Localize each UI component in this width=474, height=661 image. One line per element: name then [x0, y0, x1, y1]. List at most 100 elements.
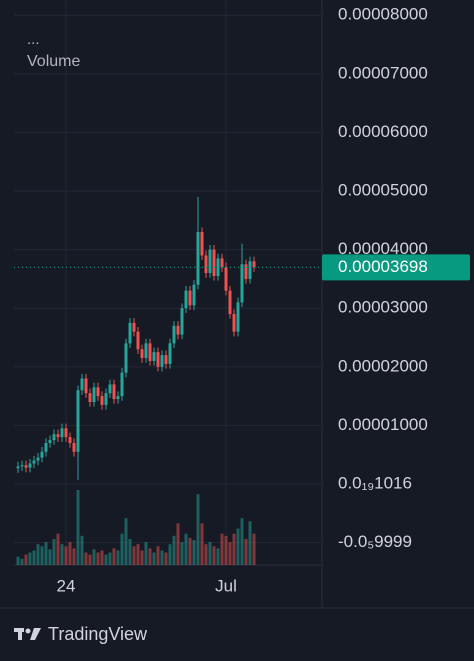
candle-body: [100, 396, 104, 405]
candle-body: [136, 331, 140, 350]
volume-label: Volume: [27, 53, 80, 70]
volume-bar: [40, 546, 44, 565]
volume-bar: [132, 546, 136, 565]
volume-bar: [44, 542, 48, 565]
candle-body: [112, 384, 116, 400]
candle-body: [176, 325, 180, 335]
candle-body: [144, 343, 148, 359]
candle-body: [16, 466, 20, 469]
candle-body: [240, 264, 244, 303]
volume-bar: [248, 521, 252, 565]
y-tick-label: 0.00007000: [338, 63, 428, 82]
candle-body: [120, 372, 124, 397]
volume-bar: [196, 494, 200, 565]
volume-bar: [28, 552, 32, 565]
volume-bar: [100, 550, 104, 565]
logo-part: [18, 628, 22, 640]
candle-body: [204, 255, 208, 274]
volume-bar: [220, 533, 224, 565]
volume-bar: [112, 548, 116, 565]
volume-bar: [228, 542, 232, 565]
candle-body: [164, 355, 168, 364]
last-price-label: 0.00003698: [338, 257, 428, 276]
volume-bar: [232, 533, 236, 565]
candle-body: [68, 437, 72, 443]
indicator-menu[interactable]: ...: [27, 31, 40, 48]
candle-body: [172, 325, 176, 344]
volume-bar: [128, 538, 132, 565]
volume-bar: [148, 548, 152, 565]
x-tick-label: Jul: [215, 576, 237, 595]
candle-body: [40, 451, 44, 458]
volume-bar: [184, 533, 188, 565]
candle-body: [248, 261, 252, 279]
candle-body: [160, 355, 164, 367]
volume-bar: [204, 544, 208, 565]
candle-body: [208, 249, 212, 274]
candle-body: [252, 261, 256, 268]
volume-bar: [152, 552, 156, 565]
candle-body: [200, 232, 204, 256]
volume-bar: [52, 538, 56, 565]
volume-bar: [84, 552, 88, 565]
candle-body: [140, 349, 144, 359]
volume-bar: [64, 546, 68, 565]
volume-bar: [108, 552, 112, 565]
candle-body: [88, 393, 92, 402]
volume-bar: [236, 528, 240, 565]
candle-body: [124, 343, 128, 373]
candle-body: [80, 378, 84, 391]
candle-body: [212, 249, 216, 276]
volume-bar: [88, 554, 92, 565]
candle-body: [196, 232, 200, 285]
volume-bar: [216, 548, 220, 565]
volume-bar: [36, 544, 40, 565]
candle-body: [20, 465, 24, 467]
y-tick-label: 0.00004000: [338, 239, 428, 258]
volume-bar: [16, 556, 20, 565]
candle-body: [184, 290, 188, 309]
candle-body: [156, 352, 160, 367]
brand-name: TradingView: [48, 624, 148, 644]
candle-body: [128, 322, 132, 344]
y-tick-label: 0.00003000: [338, 298, 428, 317]
candle-body: [132, 322, 136, 332]
y-tick-label: 0.0₁₉1016: [338, 474, 412, 493]
volume-bar: [252, 533, 256, 565]
volume-bar: [192, 540, 196, 565]
candle-body: [228, 290, 232, 315]
volume-bar: [60, 544, 64, 565]
y-tick-label: 0.00006000: [338, 122, 428, 141]
volume-bar: [180, 542, 184, 565]
candle-body: [36, 457, 40, 461]
volume-bar: [72, 548, 76, 565]
volume-bar: [240, 518, 244, 565]
volume-bar: [104, 554, 108, 565]
volume-bar: [176, 523, 180, 565]
logo-part: [25, 628, 31, 634]
volume-bar: [48, 549, 52, 565]
volume-bar: [244, 538, 248, 565]
candle-body: [116, 396, 120, 400]
candle-body: [168, 343, 172, 364]
candle-body: [92, 387, 96, 402]
candle-body: [224, 267, 228, 291]
y-tick-label: 0.00008000: [338, 5, 428, 24]
candle-body: [220, 258, 224, 268]
volume-bar: [96, 552, 100, 565]
volume-bar: [212, 546, 216, 565]
volume-bar: [116, 550, 120, 565]
candle-body: [84, 378, 88, 394]
candle-body: [180, 308, 184, 335]
candle-body: [44, 442, 48, 452]
candle-body: [236, 302, 240, 332]
volume-bar: [140, 550, 144, 565]
volume-bar: [172, 535, 176, 565]
logo-part: [30, 628, 41, 640]
candle-body: [188, 290, 192, 306]
volume-bar: [20, 558, 24, 565]
candle-body: [72, 442, 76, 452]
candle-layer: [14, 196, 322, 480]
